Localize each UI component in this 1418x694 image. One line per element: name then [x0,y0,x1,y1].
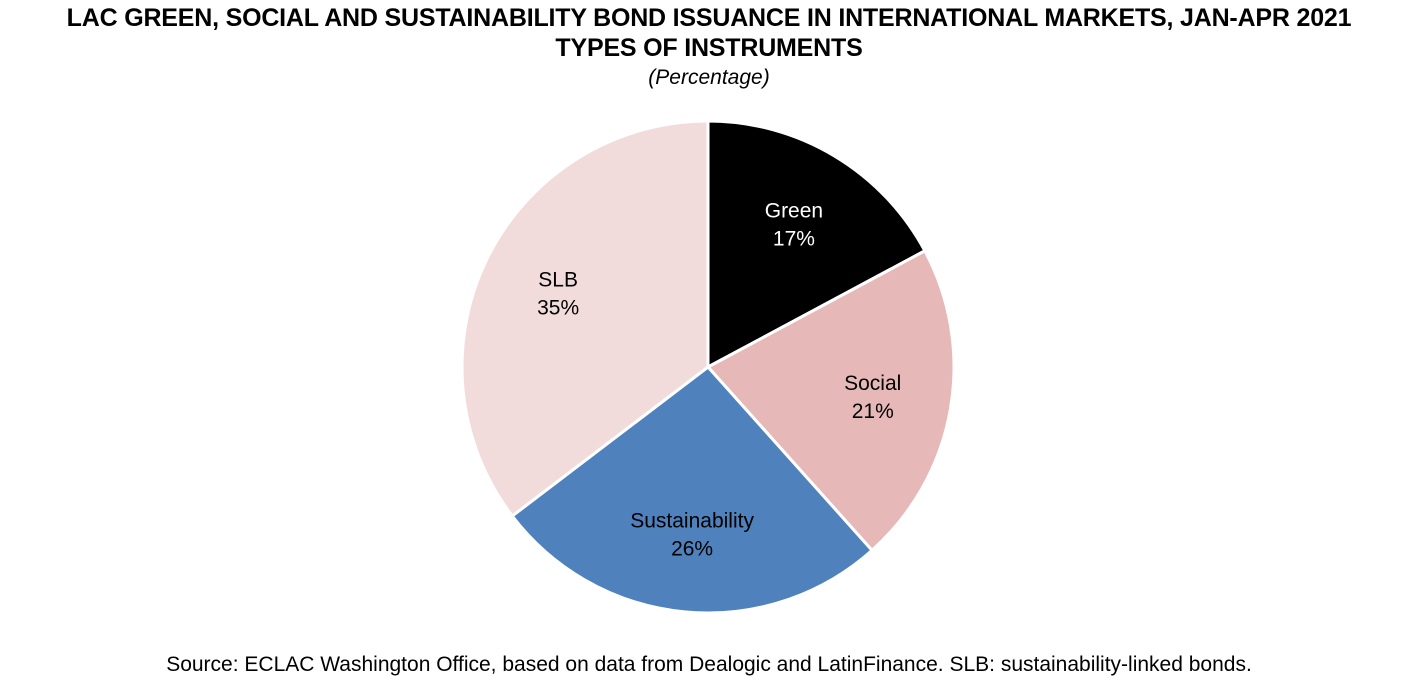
chart-title: LAC GREEN, SOCIAL AND SUSTAINABILITY BON… [66,4,1352,32]
pie-slice-slb [460,119,710,518]
pie-slice-green [706,119,927,369]
slice-value-social: 21% [852,400,894,423]
chart-subtitle: (Percentage) [648,66,770,89]
pie-slice-sustainability [510,365,874,615]
slice-value-green: 17% [773,227,815,250]
pie-chart: Green 17% Social 21% Sustainability 26% SLB 35% [460,119,956,615]
slice-label-slb: SLB [538,269,578,292]
slice-label-sustainability: Sustainability [630,510,754,533]
slice-label-social: Social [844,372,901,395]
slice-label-green: Green [765,199,823,222]
chart-title-second-line: TYPES OF INSTRUMENTS [555,34,863,62]
pie-slice-social [706,249,956,552]
source-note: Source: ECLAC Washington Office, based o… [166,653,1252,676]
slice-value-sustainability: 26% [671,538,713,561]
slice-value-slb: 35% [537,297,579,320]
